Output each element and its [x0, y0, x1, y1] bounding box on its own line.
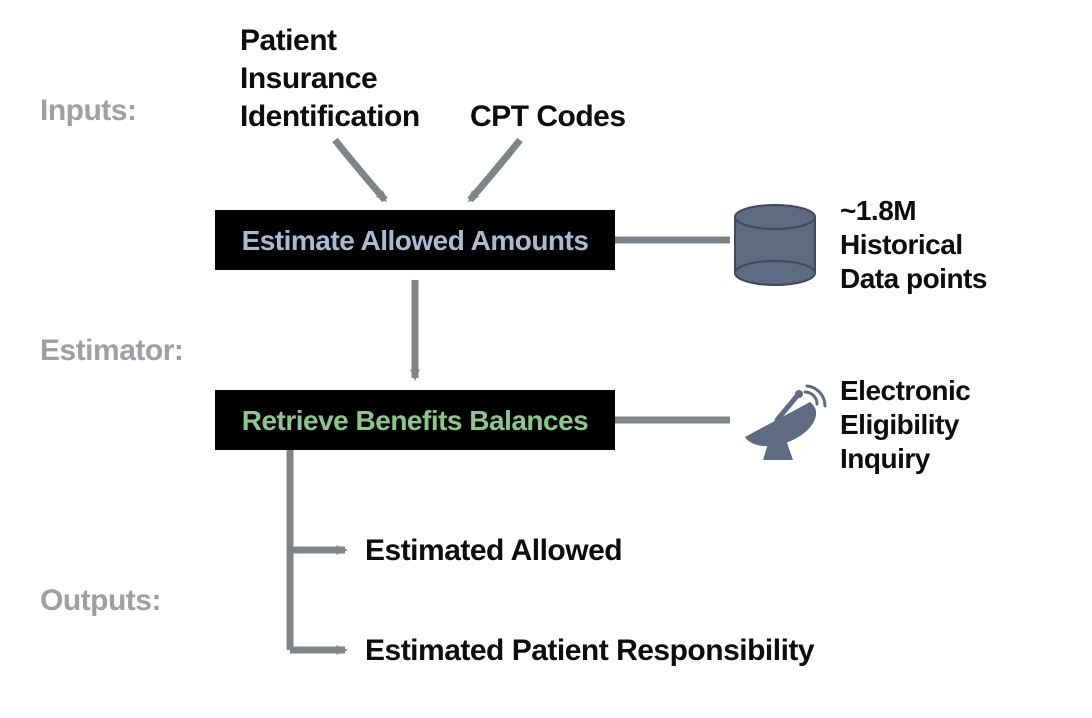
satellite-dish-icon	[745, 386, 825, 460]
dish-text-l2: Eligibility	[840, 409, 960, 440]
output-1-label: Estimated Allowed	[365, 534, 622, 567]
input-patient-l1: Patient	[240, 24, 337, 57]
input-patient-l2: Insurance	[240, 62, 377, 95]
database-icon	[735, 205, 815, 285]
dish-text-l3: Inquiry	[840, 443, 931, 474]
section-estimator-label: Estimator:	[40, 334, 183, 367]
db-text-l1: ~1.8M	[840, 195, 916, 226]
input-patient-l3: Identification	[240, 100, 420, 133]
arrow-cpt-to-box1	[470, 140, 520, 200]
section-inputs-label: Inputs:	[40, 94, 136, 127]
box-estimate-text: Estimate Allowed Amounts	[242, 225, 589, 256]
flowchart-canvas: Inputs: Estimator: Outputs: Patient Insu…	[0, 0, 1092, 718]
input-cpt: CPT Codes	[470, 100, 626, 133]
section-outputs-label: Outputs:	[40, 584, 161, 617]
box-retrieve-text: Retrieve Benefits Balances	[242, 405, 589, 436]
db-text-l3: Data points	[840, 263, 987, 294]
arrow-patient-to-box1	[335, 140, 385, 200]
db-text-l2: Historical	[840, 229, 963, 260]
dish-text-l1: Electronic	[840, 375, 970, 406]
output-2-label: Estimated Patient Responsibility	[365, 634, 815, 667]
